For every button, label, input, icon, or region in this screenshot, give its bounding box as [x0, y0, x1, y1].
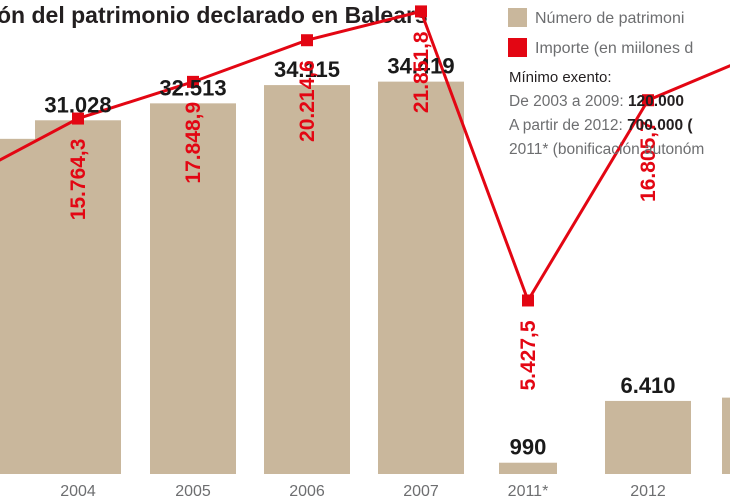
- line-marker: [522, 294, 534, 307]
- bar: [378, 81, 464, 474]
- bar-value-label: 34.419: [387, 54, 454, 79]
- x-tick-label: 2012: [630, 483, 666, 500]
- line-value-label: 15.764,3: [67, 139, 90, 221]
- line-marker: [642, 94, 654, 107]
- line-series: [0, 9, 730, 304]
- note-line-2: A partir de 2012: 700.000 (: [509, 117, 693, 134]
- exemption-note: Mínimo exento: De 2003 a 2009: 120.000 A…: [509, 69, 704, 158]
- labels-layer: 331.02832.51334.11534.4199906.410615.764…: [44, 31, 675, 460]
- note-line-1: De 2003 a 2009: 120.000: [509, 93, 684, 110]
- bar: [605, 400, 691, 474]
- ticks-layer: 2004 2005 2006 2007 2011* 2012: [60, 483, 666, 500]
- bar-value-label: 34.115: [274, 57, 340, 82]
- line-marker: [415, 5, 427, 18]
- bar-value-label: 6.410: [620, 373, 675, 398]
- line-value-label: 20.214,6: [296, 60, 319, 142]
- legend-swatch-bars: [508, 8, 527, 27]
- bar: [35, 120, 121, 475]
- line-value-label: 21.851,8: [410, 31, 433, 113]
- bar: [264, 85, 350, 475]
- x-tick-label: 2004: [60, 483, 96, 500]
- legend: Número de patrimoni Importe (en miilones…: [508, 8, 693, 57]
- line-value-label: 17.848,9: [182, 102, 205, 184]
- legend-label-bars: Número de patrimoni: [535, 10, 684, 27]
- legend-label-line: Importe (en miilones d: [535, 40, 693, 57]
- line-marker: [187, 75, 199, 88]
- x-tick-label: 2007: [403, 483, 439, 500]
- line-value-label: 16.805,7: [637, 120, 660, 202]
- line-value-label: 5.427,5: [517, 320, 540, 390]
- x-tick-label: 2006: [289, 483, 325, 500]
- bar: [150, 103, 236, 474]
- x-tick-label: 2005: [175, 483, 211, 500]
- x-tick-label: 2011*: [508, 483, 549, 500]
- legend-swatch-line: [508, 38, 527, 57]
- bar-value-label: 31.028: [44, 92, 111, 117]
- line-layer: [0, 5, 730, 307]
- note-heading: Mínimo exento:: [509, 69, 612, 86]
- line-marker: [301, 34, 313, 47]
- bar-value-label: 990: [510, 435, 547, 460]
- bars-layer: [0, 81, 730, 475]
- chart-title: ón del patrimonio declarado en Balears: [0, 2, 428, 28]
- bar: [722, 397, 730, 474]
- bar-value-label: 32.513: [159, 75, 226, 100]
- note-line-3: 2011* (bonificación autonóm: [509, 141, 704, 158]
- line-marker: [72, 112, 84, 125]
- bar: [499, 462, 557, 474]
